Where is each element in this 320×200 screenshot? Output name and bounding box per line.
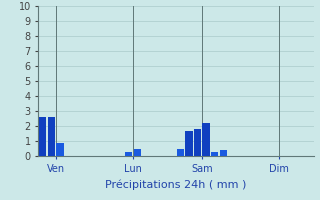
Bar — [211, 152, 218, 156]
Bar — [56, 142, 64, 156]
X-axis label: Précipitations 24h ( mm ): Précipitations 24h ( mm ) — [105, 179, 247, 190]
Bar — [134, 148, 141, 156]
Bar — [203, 123, 210, 156]
Bar — [177, 148, 184, 156]
Bar — [39, 117, 46, 156]
Bar — [220, 150, 227, 156]
Bar — [194, 129, 201, 156]
Bar — [185, 130, 193, 156]
Bar — [125, 152, 132, 156]
Bar — [48, 117, 55, 156]
